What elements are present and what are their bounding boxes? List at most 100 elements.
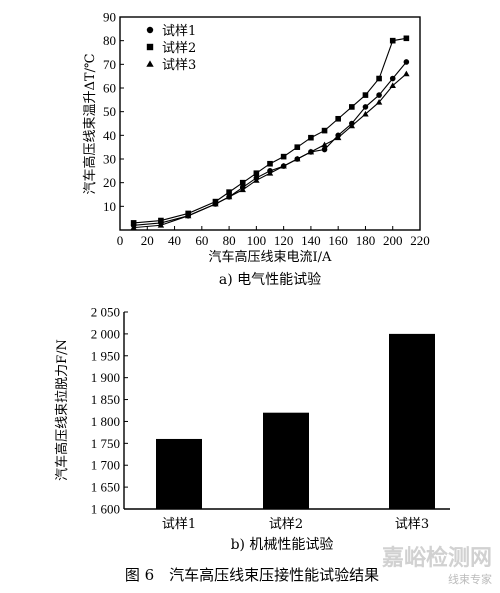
y-tick-label: 1 700: [91, 458, 120, 473]
y-tick-label: 1 650: [91, 480, 120, 495]
data-point: [157, 222, 165, 228]
data-point: [389, 75, 396, 82]
y-tick-label: 1 800: [91, 414, 120, 429]
watermark: 嘉峪检测网 线束专家: [382, 545, 492, 586]
data-point: [239, 186, 246, 193]
x-tick-label: 0: [117, 233, 124, 248]
bar: [156, 438, 202, 509]
data-point: [253, 177, 260, 183]
data-point: [184, 212, 192, 219]
series-3: [130, 70, 410, 231]
y-tick-label: 90: [103, 10, 116, 25]
x-tick-label: 60: [195, 233, 208, 248]
data-point: [253, 170, 260, 176]
data-point: [362, 104, 369, 110]
data-point: [239, 179, 246, 186]
y-tick-label: 1 900: [91, 370, 120, 385]
legend-marker: [146, 26, 154, 34]
series-line: [133, 61, 407, 226]
line-chart-y-axis-title: 汽车高压线束温升ΔT/℃: [82, 54, 98, 195]
data-point: [335, 115, 341, 122]
y-tick-label: 40: [103, 128, 116, 143]
x-tick-label: 试样3: [395, 517, 429, 532]
y-tick-label: 80: [103, 33, 116, 48]
data-point: [403, 70, 410, 77]
data-point: [349, 104, 355, 110]
data-point: [266, 169, 274, 176]
data-point: [403, 59, 410, 65]
data-point: [307, 148, 315, 155]
data-point: [294, 144, 301, 150]
data-point: [280, 162, 287, 169]
bar-chart-caption: b) 机械性能试验: [231, 537, 334, 553]
legend-marker: [146, 43, 154, 51]
data-point: [376, 75, 382, 82]
legend-label: 试样1: [162, 24, 196, 39]
x-tick-label: 160: [328, 233, 348, 248]
x-tick-label: 120: [274, 233, 294, 248]
line-chart: 0 20 40 60 80 100 120 140 160 180 200 220 10 20 30 40 5…: [82, 10, 430, 289]
y-tick-label: 20: [103, 175, 116, 190]
data-point: [130, 220, 137, 226]
x-tick-label: 20: [141, 233, 154, 248]
y-tick-label: 10: [103, 199, 116, 214]
line-chart-frame: [119, 16, 421, 231]
series-2: [130, 35, 410, 226]
x-tick-label: 100: [247, 233, 267, 248]
data-point: [130, 224, 137, 231]
line-chart-y-ticks: 10 20 30 40 50 60 70 80 90: [103, 10, 124, 214]
data-point: [158, 217, 164, 224]
y-tick-label: 60: [103, 81, 116, 96]
data-point: [348, 122, 356, 129]
y-tick-label: 1 600: [91, 502, 120, 517]
data-point: [362, 110, 369, 117]
data-point: [376, 92, 382, 98]
legend-label: 试样3: [162, 58, 196, 73]
line-chart-legend: 试样1 试样2 试样3: [146, 24, 196, 73]
x-tick-label: 220: [410, 233, 430, 248]
bar: [263, 412, 309, 509]
y-tick-label: 2 000: [91, 326, 120, 341]
series-1: [130, 59, 410, 229]
bar-chart-y-ticks: 1 600 1 650 1 700 1 750 1 800 1 850 1 900 1 950…: [91, 305, 128, 517]
y-tick-label: 50: [103, 104, 116, 119]
x-tick-label: 140: [301, 233, 321, 248]
data-point: [362, 92, 369, 98]
data-point: [334, 134, 342, 141]
watermark-text-sub: 线束专家: [448, 572, 492, 586]
y-tick-label: 70: [103, 57, 116, 72]
legend-label: 试样2: [162, 41, 196, 56]
line-chart-x-ticks: 0 20 40 60 80 100 120 140 160 180 200 220: [117, 226, 430, 248]
bar-chart-bars: [156, 333, 435, 509]
y-tick-label: 1 750: [91, 436, 120, 451]
x-tick-label: 试样1: [162, 517, 196, 532]
data-point: [308, 134, 314, 141]
data-point: [403, 35, 410, 42]
y-tick-label: 1 850: [91, 392, 120, 407]
data-point: [321, 146, 328, 153]
data-point: [389, 82, 396, 89]
y-tick-label: 1 950: [91, 348, 120, 363]
data-point: [226, 189, 232, 195]
data-point: [321, 127, 328, 134]
data-point: [267, 160, 273, 167]
watermark-text-main: 嘉峪检测网: [382, 545, 492, 571]
legend-marker: [146, 60, 154, 67]
x-tick-label: 80: [223, 233, 236, 248]
bar: [389, 333, 435, 509]
series-line: [133, 73, 407, 229]
bar-chart: 1 600 1 650 1 700 1 750 1 800 1 850 1 900 1 950…: [54, 305, 450, 553]
data-point: [225, 193, 233, 200]
x-tick-label: 200: [383, 233, 403, 248]
x-tick-label: 180: [356, 233, 376, 248]
data-point: [280, 153, 287, 160]
figure-caption: 图 6 汽车高压线束压接性能试验结果: [125, 566, 379, 584]
data-point: [389, 37, 396, 44]
line-chart-caption: a) 电气性能试验: [219, 272, 321, 288]
y-tick-label: 2 050: [91, 305, 120, 320]
x-tick-label: 试样2: [269, 517, 303, 532]
y-tick-label: 30: [103, 152, 116, 167]
bar-chart-x-ticks: 试样1 试样2 试样3: [162, 517, 429, 532]
line-chart-x-axis-title: 汽车高压线束电流I/A: [209, 249, 333, 265]
